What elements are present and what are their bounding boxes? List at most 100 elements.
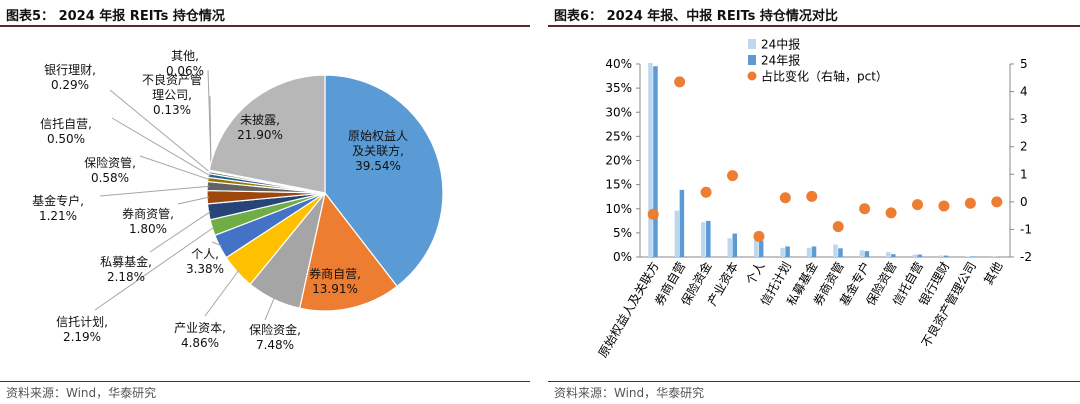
legend-label: 24年报	[761, 53, 800, 68]
pie-slice-label: 不良资产管理公司, 0.13%	[142, 72, 202, 117]
pie-slice-label-line: 信托自营,	[40, 117, 92, 131]
bar-24-interim	[886, 252, 891, 257]
x-axis-category-label: 个人	[743, 260, 767, 288]
left-axis-tick-label: 20%	[605, 154, 632, 168]
bar-24-interim	[648, 63, 653, 257]
pie-slice-label-line: 保险资金,	[249, 322, 301, 337]
pie-chart: 原始权益人及关联方, 39.54% 券商自营, 13.91% 保险资金, 7.48% 产业资…	[32, 49, 444, 352]
change-point	[912, 199, 923, 211]
bar-24-interim	[727, 238, 732, 257]
pie-leader-line	[211, 241, 222, 247]
left-source-rule	[0, 381, 530, 382]
left-axis-tick-label: 25%	[605, 129, 632, 143]
change-point	[964, 197, 976, 209]
bar-24-annual	[891, 254, 896, 257]
pie-slice-label: 原始权益人及关联方, 39.54%	[348, 129, 408, 173]
pie-leader-line	[94, 226, 215, 311]
pie-slice-label: 产业资本, 4.86%	[174, 321, 226, 350]
legend-marker	[748, 55, 756, 65]
pie-slice-label-line: 其他,	[171, 49, 199, 63]
legend-label: 24中报	[761, 37, 800, 52]
pie-slice-percent: 4.86%	[181, 336, 219, 350]
pie-leader-line	[204, 270, 240, 317]
bar-24-interim	[753, 239, 759, 257]
left-axis-tick-label: 40%	[605, 57, 632, 71]
pie-slice-percent: 1.21%	[39, 209, 77, 223]
pie-slice-label: 基金专户, 1.21%	[32, 193, 84, 223]
pie-slice-label: 保险资金, 7.48%	[249, 322, 301, 352]
change-point	[647, 208, 659, 220]
pie-leader-line	[177, 196, 210, 205]
bar-24-interim	[806, 247, 812, 257]
bar-24-interim	[912, 254, 917, 257]
left-axis-tick-label: 35%	[605, 81, 632, 95]
change-point	[806, 190, 818, 202]
pie-slice-label: 私募基金, 2.18%	[100, 254, 152, 284]
pie-slice-percent: 0.29%	[51, 78, 89, 92]
change-point	[991, 196, 1003, 208]
pie-slice-label: 券商自营, 13.91%	[309, 266, 361, 296]
legend-marker	[748, 39, 756, 49]
change-point	[727, 170, 738, 182]
bar-24-annual	[653, 66, 658, 257]
pie-slice-label-line: 券商资管,	[122, 206, 174, 221]
change-point	[753, 230, 765, 242]
pie-slice-label-line: 未披露,	[240, 113, 280, 127]
bar-24-annual	[811, 246, 817, 257]
change-point	[779, 192, 791, 204]
pie-slice-label: 银行理财, 0.29%	[44, 63, 96, 92]
pie-slice-percent: 3.38%	[186, 262, 224, 276]
bar-24-annual	[732, 233, 737, 257]
right-figure-title: 图表6： 2024 年报、中报 REITs 持仓情况对比	[554, 9, 838, 24]
bar-24-annual	[679, 189, 685, 257]
pie-slice-label-line: 保险资管,	[84, 155, 136, 170]
pie-slice-label-line: 理公司,	[152, 88, 192, 102]
change-point	[859, 203, 871, 215]
right-axis-tick-label: 3	[1020, 112, 1028, 126]
legend-marker	[747, 71, 757, 81]
pie-slice-label-line: 信托计划,	[56, 315, 108, 329]
bar-24-interim	[938, 255, 944, 257]
pie-slice-percent: 0.13%	[153, 103, 191, 117]
pie-slice-label: 信托计划, 2.19%	[56, 315, 108, 344]
left-axis-tick-label: 0%	[613, 250, 632, 264]
pie-slice-label: 券商资管, 1.80%	[122, 206, 174, 236]
x-axis-category-label: 原始权益人及关联方	[595, 259, 662, 360]
bar-24-annual	[943, 255, 949, 257]
pie-slice-label-line: 产业资本,	[174, 321, 226, 335]
pie-slice-label-line: 基金专户,	[32, 193, 84, 208]
pie-slice-percent: 39.54%	[355, 159, 401, 173]
left-axis-tick-label: 30%	[605, 105, 632, 119]
pie-slice-percent: 0.06%	[166, 64, 204, 78]
pie-leader-line	[139, 155, 210, 181]
pie-leader-line	[207, 69, 212, 171]
right-axis-tick-label: -1	[1020, 222, 1032, 236]
right-source-note: 资料来源：Wind，华泰研究	[554, 386, 705, 400]
left-title-rule	[0, 25, 530, 27]
pie-slice-percent: 1.80%	[129, 222, 167, 236]
pie-slice-label: 未披露, 21.90%	[237, 113, 283, 142]
bar-chart: 0% 5% 10% 15% 20% 25% 30% 35% 40% -2 -1 0 1 2 3 4 5 原始权益人…	[595, 37, 1032, 361]
change-point	[700, 186, 712, 198]
pie-slice-label-line: 及关联方,	[352, 143, 404, 158]
bar-24-interim	[674, 210, 680, 257]
pie-slice	[298, 191, 398, 312]
right-axis-tick-label: 5	[1020, 57, 1028, 71]
pie-slice-percent: 7.48%	[256, 338, 294, 352]
change-point	[674, 76, 686, 88]
left-axis-tick-label: 5%	[613, 226, 632, 240]
left-source-note: 资料来源：Wind，华泰研究	[6, 386, 157, 400]
pie-slice-percent: 13.91%	[312, 282, 358, 296]
right-axis-tick-label: 4	[1020, 85, 1028, 99]
pie-slice-label: 保险资管, 0.58%	[84, 155, 136, 185]
pie-slice-percent: 2.18%	[107, 270, 145, 284]
bar-24-annual	[864, 251, 870, 257]
change-point	[885, 207, 897, 219]
right-axis-tick-label: -2	[1020, 250, 1032, 264]
bar-24-interim	[859, 250, 865, 257]
pie-slice-label: 其他, 0.06%	[166, 49, 204, 78]
pie-slice-label-line: 个人,	[191, 247, 219, 261]
right-source-rule	[548, 381, 1080, 382]
right-axis-tick-label: 1	[1020, 167, 1028, 181]
left-figure-title: 图表5： 2024 年报 REITs 持仓情况	[6, 9, 225, 24]
